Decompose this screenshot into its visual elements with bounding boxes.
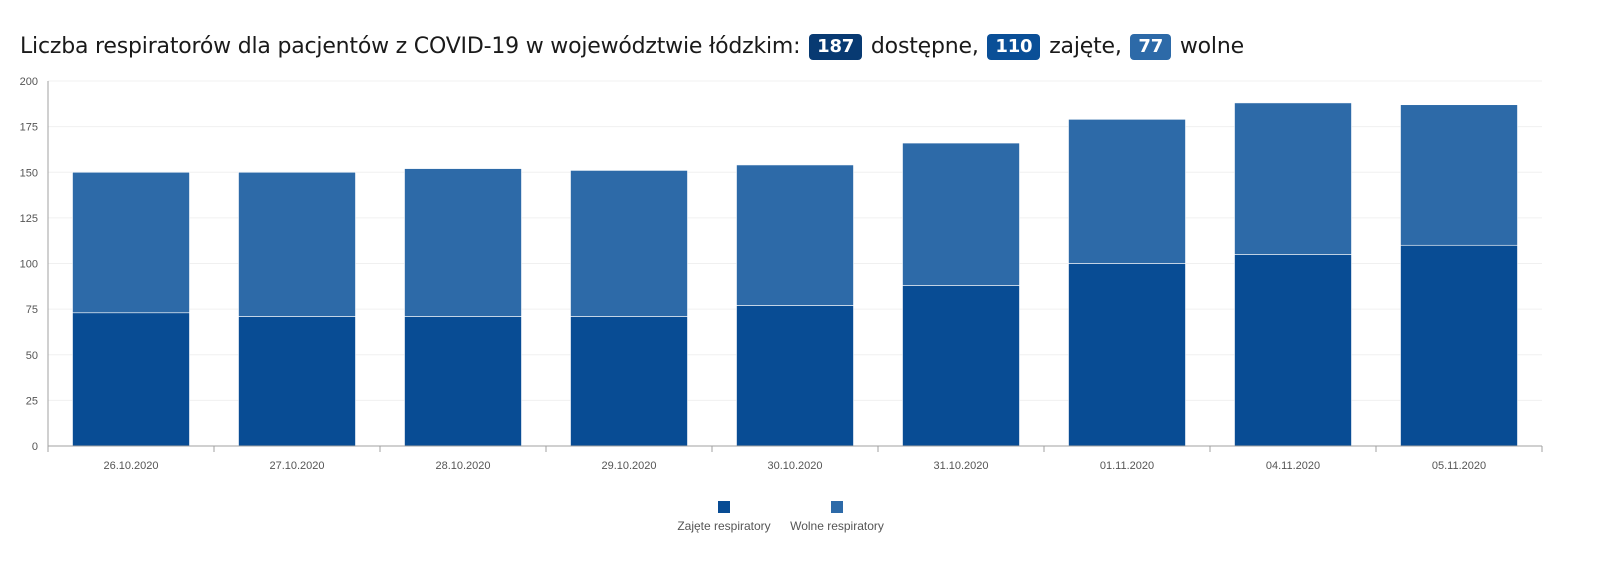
x-tick-label: 29.10.2020 bbox=[601, 460, 656, 472]
bar-free bbox=[1234, 102, 1352, 255]
bar-occupied bbox=[1234, 254, 1352, 447]
x-tick-label: 04.11.2020 bbox=[1266, 460, 1320, 472]
free-label: wolne bbox=[1179, 34, 1244, 59]
bar-occupied bbox=[72, 312, 190, 447]
y-tick-label: 150 bbox=[20, 167, 38, 179]
y-tick-label: 50 bbox=[26, 350, 38, 362]
bar-occupied bbox=[902, 285, 1020, 447]
y-tick-label: 200 bbox=[20, 76, 38, 88]
bar-free bbox=[736, 164, 854, 306]
legend-free-swatch bbox=[831, 501, 843, 513]
available-badge: 187 bbox=[809, 34, 863, 60]
chart-title: Liczba respiratorów dla pacjentów z COVI… bbox=[20, 34, 1244, 60]
bar-free bbox=[1068, 119, 1186, 264]
y-tick-label: 175 bbox=[20, 122, 38, 134]
title-text: Liczba respiratorów dla pacjentów z COVI… bbox=[20, 34, 801, 59]
x-tick-label: 05.11.2020 bbox=[1432, 460, 1486, 472]
y-tick-label: 100 bbox=[20, 259, 38, 271]
bar-occupied bbox=[1068, 263, 1186, 447]
bars bbox=[72, 102, 1518, 447]
legend-occupied-swatch bbox=[718, 501, 730, 513]
x-tick-label: 30.10.2020 bbox=[767, 460, 822, 472]
bar-free bbox=[1400, 104, 1518, 246]
y-tick-label: 0 bbox=[32, 441, 38, 453]
free-badge: 77 bbox=[1130, 34, 1172, 60]
y-tick-label: 25 bbox=[26, 395, 38, 407]
bar-occupied bbox=[570, 316, 688, 447]
x-tick-label: 01.11.2020 bbox=[1100, 460, 1154, 472]
y-tick-label: 75 bbox=[26, 304, 38, 316]
available-label: dostępne, bbox=[870, 34, 979, 59]
bar-free bbox=[570, 170, 688, 317]
bar-free bbox=[238, 171, 356, 317]
axes: 0 25 50 75 100 125 150 175 200 26.10.2020 27.10.20… bbox=[20, 76, 1543, 472]
bar-occupied bbox=[736, 305, 854, 447]
legend-occupied-label: Zajęte respiratory bbox=[677, 519, 770, 533]
occupied-badge: 110 bbox=[987, 34, 1041, 60]
bar-occupied bbox=[238, 316, 356, 447]
bar-free bbox=[72, 171, 190, 314]
bar-free bbox=[404, 168, 522, 317]
legend-free-label: Wolne respiratory bbox=[790, 519, 884, 533]
bar-occupied bbox=[1400, 244, 1518, 447]
y-tick-label: 125 bbox=[20, 213, 38, 225]
x-tick-label: 28.10.2020 bbox=[435, 460, 490, 472]
x-tick-label: 26.10.2020 bbox=[103, 460, 158, 472]
occupied-label: zajęte, bbox=[1049, 34, 1122, 59]
bar-free bbox=[902, 142, 1020, 286]
x-tick-label: 27.10.2020 bbox=[269, 460, 324, 472]
legend: Zajęte respiratory Wolne respiratory bbox=[677, 501, 884, 533]
x-tick-label: 31.10.2020 bbox=[933, 460, 988, 472]
bar-occupied bbox=[404, 316, 522, 447]
